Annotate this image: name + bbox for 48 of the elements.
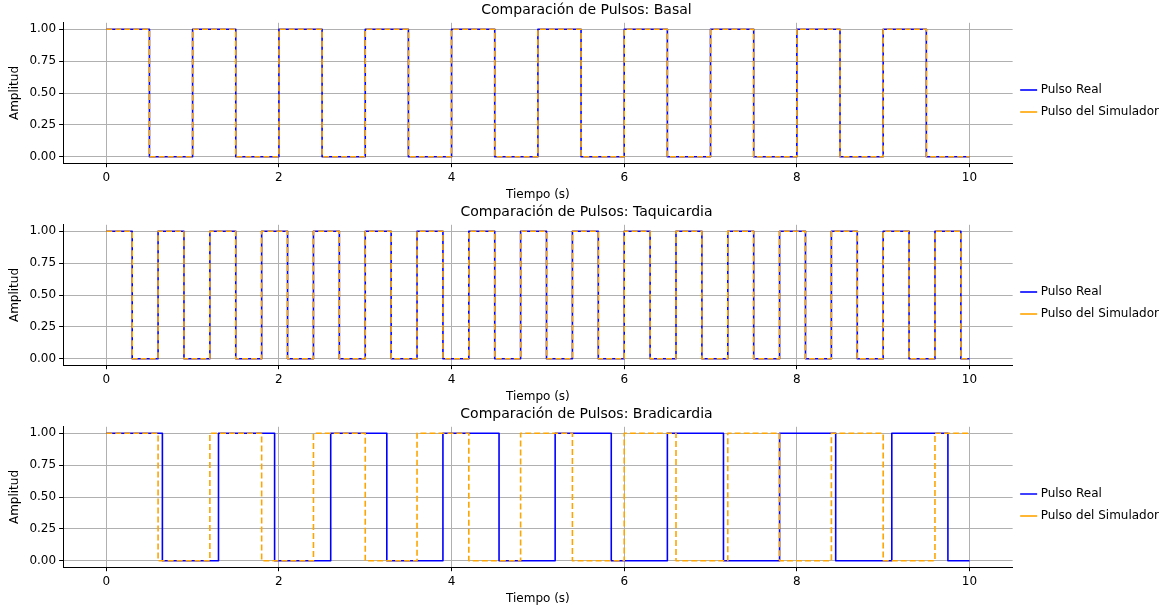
y-tick-label: 0.50 bbox=[29, 85, 57, 100]
chart-title: Comparación de Pulsos: Basal bbox=[481, 1, 692, 18]
x-axis-title: Tiempo (s) bbox=[505, 186, 570, 201]
x-tick-label: 10 bbox=[961, 371, 978, 386]
x-tick-label: 0 bbox=[102, 573, 111, 588]
y-tick-label: 0.00 bbox=[29, 350, 57, 365]
x-tick-label: 2 bbox=[275, 573, 283, 588]
chart-title: Comparación de Pulsos: Bradicardia bbox=[460, 405, 713, 422]
x-tick-label: 0 bbox=[102, 169, 111, 184]
x-tick-label: 4 bbox=[447, 169, 456, 184]
y-tick-label: 0.25 bbox=[29, 521, 57, 536]
legend-label: Pulso Real bbox=[1040, 284, 1102, 299]
x-tick-label: 6 bbox=[620, 169, 629, 184]
legend-label: Pulso Real bbox=[1040, 486, 1102, 501]
y-tick-label: 1.00 bbox=[29, 223, 57, 238]
y-tick-label: 0.00 bbox=[29, 552, 57, 567]
y-tick-label: 0.25 bbox=[29, 319, 57, 334]
y-axis-title: Amplitud bbox=[7, 267, 22, 323]
y-tick-label: 0.50 bbox=[29, 489, 57, 504]
y-tick-label: 0.75 bbox=[29, 53, 57, 68]
legend-label: Pulso del Simulador bbox=[1040, 104, 1160, 119]
y-tick-label: 0.25 bbox=[29, 117, 57, 132]
x-tick-label: 8 bbox=[793, 371, 801, 386]
y-tick-label: 0.00 bbox=[29, 148, 57, 163]
x-tick-label: 8 bbox=[793, 573, 801, 588]
x-tick-label: 10 bbox=[961, 169, 978, 184]
x-tick-label: 4 bbox=[447, 371, 456, 386]
chart-title: Comparación de Pulsos: Taquicardia bbox=[460, 203, 713, 220]
x-tick-label: 0 bbox=[102, 371, 111, 386]
x-axis-title: Tiempo (s) bbox=[505, 388, 570, 403]
x-tick-label: 6 bbox=[620, 371, 629, 386]
y-axis-title: Amplitud bbox=[7, 65, 22, 121]
y-tick-label: 0.75 bbox=[29, 255, 57, 270]
y-tick-label: 0.50 bbox=[29, 287, 57, 302]
x-tick-label: 4 bbox=[447, 573, 456, 588]
legend-label: Pulso del Simulador bbox=[1040, 508, 1160, 523]
x-tick-label: 10 bbox=[961, 573, 978, 588]
x-tick-label: 6 bbox=[620, 573, 629, 588]
y-tick-label: 1.00 bbox=[29, 425, 57, 440]
x-tick-label: 8 bbox=[793, 169, 801, 184]
y-tick-label: 0.75 bbox=[29, 457, 57, 472]
y-tick-label: 1.00 bbox=[29, 21, 57, 36]
y-axis-title: Amplitud bbox=[7, 469, 22, 525]
x-tick-label: 2 bbox=[275, 169, 283, 184]
x-axis-title: Tiempo (s) bbox=[505, 590, 570, 605]
legend-label: Pulso Real bbox=[1040, 82, 1102, 97]
x-tick-label: 2 bbox=[275, 371, 283, 386]
legend-label: Pulso del Simulador bbox=[1040, 306, 1160, 321]
